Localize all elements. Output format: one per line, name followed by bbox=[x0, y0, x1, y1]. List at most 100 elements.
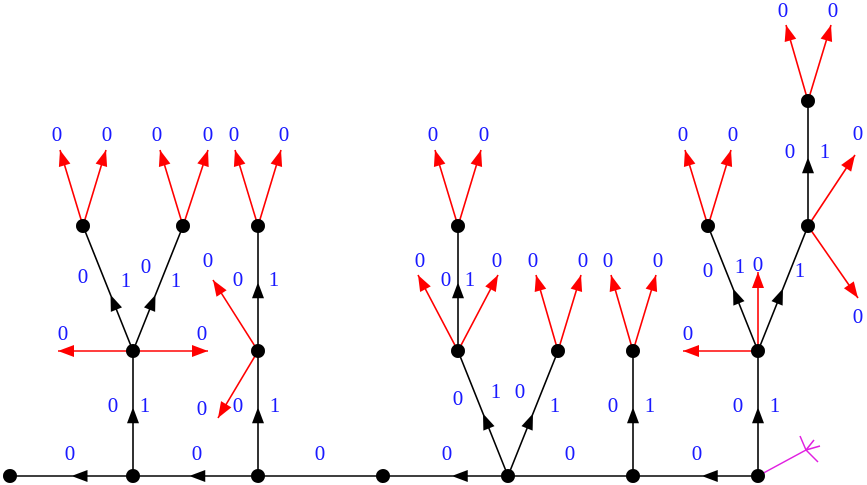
leaf-arrow bbox=[720, 150, 733, 168]
edge-label: 0 bbox=[853, 304, 864, 328]
edge-label: 1 bbox=[269, 267, 280, 291]
node bbox=[451, 219, 465, 233]
edge-label: 0 bbox=[678, 122, 689, 146]
edge-arrow bbox=[189, 470, 206, 482]
node bbox=[551, 344, 565, 358]
edge-label: 0 bbox=[52, 122, 63, 146]
edge-label: 0 bbox=[141, 254, 152, 278]
edge-label: 0 bbox=[703, 258, 714, 282]
edge-label: 0 bbox=[479, 122, 490, 146]
edge-label: 0 bbox=[785, 139, 796, 163]
edge-label: 0 bbox=[778, 0, 789, 22]
node bbox=[501, 469, 515, 483]
leaf-arrow bbox=[485, 275, 498, 292]
leaf-arrow bbox=[820, 25, 833, 43]
edge-arrow bbox=[143, 294, 156, 312]
node bbox=[176, 219, 190, 233]
edge-label: 0 bbox=[233, 393, 244, 417]
leaf-arrow bbox=[609, 275, 622, 293]
edge-arrow bbox=[701, 470, 718, 482]
edge-label: 0 bbox=[603, 248, 614, 272]
edge-label: 1 bbox=[770, 393, 781, 417]
edge-label: 0 bbox=[441, 267, 452, 291]
edge-arrow bbox=[752, 407, 764, 424]
node bbox=[126, 344, 140, 358]
leaf-arrow bbox=[752, 272, 764, 288]
edge-label: 0 bbox=[203, 248, 214, 272]
node bbox=[626, 469, 640, 483]
node bbox=[801, 219, 815, 233]
edge-arrow bbox=[127, 407, 139, 424]
node bbox=[251, 469, 265, 483]
edge-arrow bbox=[71, 470, 88, 482]
leaf-arrow bbox=[213, 280, 227, 297]
edge-label: 0 bbox=[442, 441, 453, 465]
edge-label: 0 bbox=[753, 252, 764, 276]
edge-label: 0 bbox=[492, 248, 503, 272]
edge-label: 0 bbox=[828, 0, 839, 22]
leaf-arrow bbox=[270, 150, 283, 168]
leaf-arrow bbox=[58, 345, 74, 357]
edge-label: 0 bbox=[197, 396, 208, 420]
leaf-arrow bbox=[683, 345, 699, 357]
edge-arrow bbox=[483, 413, 495, 431]
node bbox=[376, 469, 390, 483]
edge-label: 0 bbox=[315, 441, 326, 465]
node bbox=[451, 344, 465, 358]
node bbox=[626, 344, 640, 358]
node bbox=[76, 219, 90, 233]
edge-label: 0 bbox=[192, 441, 203, 465]
edge-label: 0 bbox=[203, 122, 214, 146]
edge-label: 0 bbox=[65, 441, 76, 465]
leaf-arrow bbox=[218, 401, 232, 418]
edge-arrow bbox=[452, 282, 464, 299]
edge-label: 0 bbox=[229, 122, 240, 146]
edge-label: 0 bbox=[78, 264, 89, 288]
edge-label: 0 bbox=[578, 248, 589, 272]
edge-arrow bbox=[627, 407, 639, 424]
node bbox=[801, 94, 815, 108]
edge-arrow bbox=[802, 157, 814, 174]
edge bbox=[132, 225, 184, 352]
edge-label: 0 bbox=[728, 122, 739, 146]
edge-label: 0 bbox=[653, 248, 664, 272]
leaf-arrow bbox=[784, 25, 797, 43]
leaf-arrow bbox=[645, 275, 658, 293]
leaf-arrow bbox=[570, 275, 583, 293]
edge-arrow bbox=[252, 282, 264, 299]
edge-label: 1 bbox=[171, 268, 182, 292]
node bbox=[751, 469, 765, 483]
edge-label: 0 bbox=[733, 393, 744, 417]
leaf-arrow bbox=[534, 275, 547, 293]
edge-label: 0 bbox=[108, 393, 119, 417]
node bbox=[126, 469, 140, 483]
leaf-arrow bbox=[197, 150, 209, 168]
leaf-arrow bbox=[233, 150, 246, 168]
leaf-arrow bbox=[95, 150, 108, 168]
edge-label: 0 bbox=[152, 122, 163, 146]
edge-label: 0 bbox=[608, 393, 619, 417]
leaf-arrow bbox=[192, 345, 208, 357]
edge bbox=[82, 225, 134, 352]
leaf-arrow bbox=[843, 281, 858, 298]
edge-label: 0 bbox=[692, 441, 703, 465]
edge-label: 0 bbox=[453, 386, 464, 410]
edge-label: 0 bbox=[102, 122, 113, 146]
node bbox=[251, 344, 265, 358]
edge-arrow bbox=[733, 288, 745, 306]
root-marker bbox=[757, 435, 821, 477]
node bbox=[751, 344, 765, 358]
edge-label: 1 bbox=[121, 268, 132, 292]
edge-label: 0 bbox=[197, 321, 208, 345]
edge-label: 1 bbox=[140, 393, 151, 417]
leaf-arrow bbox=[841, 155, 855, 172]
edge-arrow bbox=[252, 407, 264, 424]
leaf-arrow bbox=[158, 150, 171, 168]
node bbox=[251, 219, 265, 233]
edge-label: 0 bbox=[853, 121, 864, 145]
edge-label: 0 bbox=[528, 248, 539, 272]
edge-arrow bbox=[771, 288, 783, 306]
node bbox=[701, 219, 715, 233]
edge-label: 0 bbox=[233, 267, 244, 291]
edge-label: 0 bbox=[415, 248, 426, 272]
